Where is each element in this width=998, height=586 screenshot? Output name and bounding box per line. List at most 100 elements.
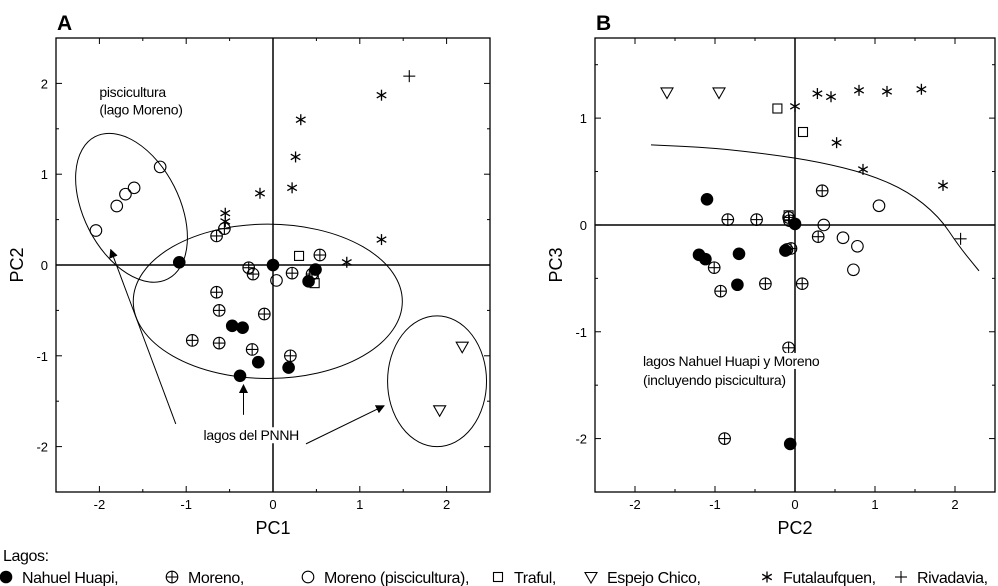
data-point (313, 248, 327, 262)
data-point (853, 84, 865, 96)
group-ellipse (75, 132, 188, 283)
series-rivadavia (954, 232, 967, 245)
data-point-shape (699, 252, 712, 266)
data-point (783, 210, 794, 221)
data-point-shape (731, 278, 744, 292)
data-point (270, 274, 283, 287)
data-point (731, 278, 744, 292)
data-point-spoke (341, 258, 352, 266)
data-point-shape (270, 274, 283, 287)
annotation-backing (202, 427, 300, 444)
data-point (772, 103, 783, 114)
data-point-spoke (937, 182, 949, 189)
data-point-shape (432, 405, 447, 418)
annotation-label: lagos del PNNH (204, 427, 299, 443)
legend-marker-spoke (761, 573, 773, 581)
data-point (220, 215, 231, 227)
data-point (714, 284, 727, 298)
data-point (110, 199, 124, 213)
data-point-shape (236, 321, 249, 334)
data-point-shape (251, 355, 265, 369)
data-point (707, 261, 721, 275)
legend-marker-shape (584, 571, 598, 585)
annotation-backing (642, 372, 787, 389)
data-point-spoke (789, 103, 801, 110)
annotation-arrow (109, 248, 177, 425)
data-point-shape (712, 87, 726, 100)
legend-item-futalaufquen: Futalaufquen, (761, 570, 876, 586)
series-moreno (185, 222, 327, 363)
data-point-spoke (857, 166, 869, 173)
data-point (210, 229, 223, 243)
data-point-spoke (254, 189, 266, 197)
legend-marker-shape (0, 570, 13, 584)
data-point (266, 258, 280, 272)
data-point (376, 234, 387, 246)
legend-marker-shape (301, 570, 315, 584)
legend-marker (492, 571, 504, 583)
legend-label: Rivadavia, (917, 570, 988, 586)
legend-marker (0, 570, 13, 584)
data-point-shape (872, 199, 886, 213)
data-point (172, 255, 186, 269)
data-point-shape (772, 103, 783, 114)
data-point (699, 252, 712, 266)
annotation-label: (lago Moreno) (99, 101, 182, 117)
legend-marker (301, 570, 315, 584)
legend-label: Nahuel Huapi, (22, 570, 118, 586)
data-point-shape (153, 160, 167, 174)
panel-label: B (596, 12, 611, 35)
data-point (831, 137, 842, 149)
data-point-spoke (853, 87, 865, 94)
y-tick-label: 1 (41, 167, 48, 182)
y-axis-title: PC2 (7, 247, 27, 282)
data-point (783, 437, 797, 451)
data-point (836, 231, 850, 245)
legend-marker-shape (492, 571, 504, 583)
data-point (789, 100, 801, 112)
data-point-shape (119, 187, 132, 201)
x-tick-label: -2 (94, 497, 106, 512)
data-point (812, 88, 823, 100)
data-point (916, 83, 927, 95)
legend-marker (895, 571, 907, 583)
data-point (432, 405, 447, 418)
data-point (759, 277, 772, 291)
data-point (815, 184, 829, 198)
series-nahuel-huapi (692, 193, 802, 451)
y-tick-label: -2 (575, 432, 587, 447)
data-point (817, 218, 831, 232)
data-point-spoke (220, 209, 231, 217)
data-point (376, 89, 387, 101)
panel-label: A (57, 12, 72, 35)
data-point-shape (783, 210, 794, 221)
data-point (700, 193, 714, 206)
data-point-shape (293, 250, 305, 261)
data-point (341, 256, 352, 268)
data-point-shape (172, 255, 186, 269)
x-tick-label: -1 (180, 497, 192, 512)
data-point (257, 307, 271, 321)
x-axis-title: PC2 (777, 518, 812, 538)
data-point (89, 224, 103, 237)
legend-label: Espejo Chico, (607, 570, 701, 586)
data-point-spoke (287, 184, 298, 192)
annotation-backing (642, 352, 821, 369)
data-point (293, 250, 305, 261)
data-point-shape (732, 247, 746, 261)
y-tick-label: 2 (41, 76, 48, 91)
data-point-spoke (825, 93, 837, 101)
data-point-shape (455, 341, 470, 354)
data-point-spoke (220, 218, 231, 225)
data-point (712, 87, 726, 100)
legend-label: Moreno, (188, 570, 244, 586)
y-tick-label: 0 (41, 258, 48, 273)
y-tick-label: -1 (575, 325, 587, 340)
data-point (881, 85, 893, 97)
legend: Lagos: Nahuel Huapi, Moreno, Moreno (piscic… (0, 548, 988, 586)
y-tick-label: -2 (36, 440, 48, 455)
data-point (455, 341, 470, 354)
data-point (185, 334, 199, 347)
legend-label: Moreno (piscicultura), (324, 570, 469, 586)
